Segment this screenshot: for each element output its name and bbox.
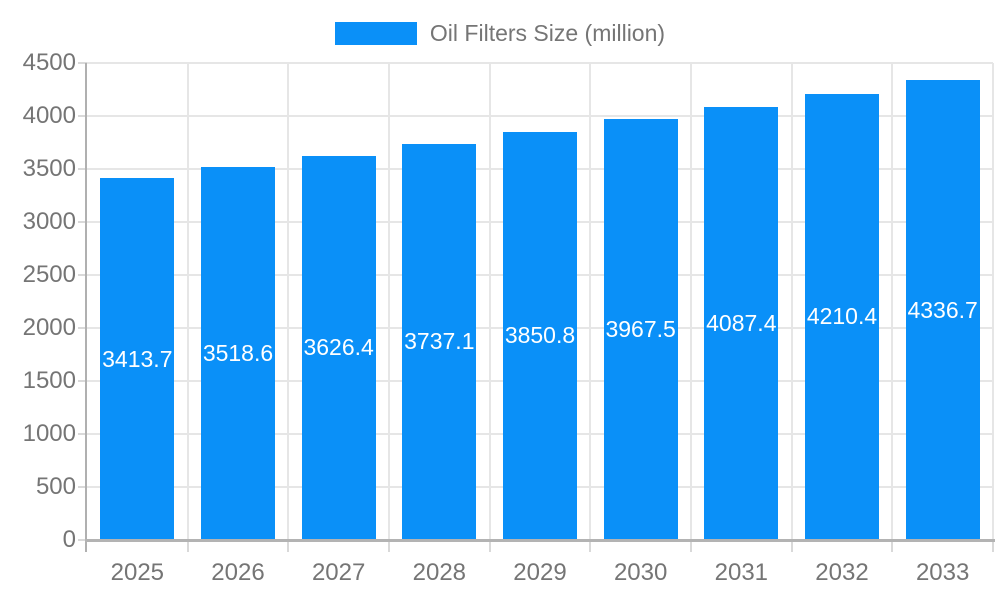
- x-axis-tick: [690, 540, 692, 552]
- x-axis-label: 2028: [412, 559, 467, 586]
- y-axis-label: 2000: [22, 314, 76, 341]
- y-axis-label: 1000: [22, 420, 76, 447]
- bar-2027[interactable]: 3626.4: [301, 155, 376, 540]
- bar-value-label: 4210.4: [806, 303, 878, 330]
- x-axis-label: 2027: [311, 559, 366, 586]
- x-axis-tick: [891, 540, 894, 552]
- gridline-vertical: [790, 63, 793, 540]
- y-axis-tick: [78, 221, 87, 223]
- bar-2029[interactable]: 3850.8: [503, 131, 577, 540]
- bar-2031[interactable]: 4087.4: [704, 106, 779, 540]
- gridline-vertical: [992, 63, 994, 540]
- x-axis-label: 2026: [211, 559, 265, 586]
- y-axis-tick: [78, 486, 87, 488]
- y-axis-tick: [78, 539, 87, 541]
- y-axis-tick: [78, 327, 87, 329]
- bar-value-label: 3967.5: [605, 316, 676, 343]
- bar-value-label: 4087.4: [706, 309, 777, 336]
- legend-swatch: [334, 21, 417, 45]
- bar-value-label: 3626.4: [303, 334, 374, 361]
- y-axis-tick: [78, 380, 87, 382]
- gridline-vertical: [186, 63, 189, 540]
- legend: Oil Filters Size (million): [0, 18, 1000, 48]
- y-axis-label: 3500: [22, 155, 76, 182]
- bar-2026[interactable]: 3518.6: [201, 167, 275, 540]
- gridline-horizontal: [87, 62, 993, 64]
- bar-2033[interactable]: 4336.7: [905, 80, 980, 540]
- gridline-vertical: [287, 63, 290, 540]
- y-axis-tick: [78, 274, 87, 276]
- bar-value-label: 4336.7: [907, 296, 978, 323]
- x-axis-label: 2033: [915, 559, 970, 586]
- bar-2030[interactable]: 3967.5: [603, 119, 678, 540]
- x-axis-tick: [388, 540, 390, 552]
- x-axis-tick: [589, 540, 592, 552]
- bar-2028[interactable]: 3737.1: [402, 143, 477, 540]
- x-axis-tick: [790, 540, 793, 552]
- y-axis-tick: [78, 433, 87, 435]
- bar-value-label: 3737.1: [404, 328, 475, 355]
- x-axis-label: 2031: [714, 559, 769, 586]
- y-axis-label: 500: [35, 473, 76, 500]
- y-axis-line: [85, 63, 87, 552]
- gridline-vertical: [690, 63, 692, 540]
- x-axis-tick: [488, 540, 491, 552]
- gridline-vertical: [589, 63, 592, 540]
- x-axis-label: 2030: [613, 559, 668, 586]
- y-axis-label: 3000: [22, 208, 76, 235]
- bar-value-label: 3850.8: [504, 322, 576, 349]
- y-axis-label: 1500: [22, 367, 76, 394]
- bar-2025[interactable]: 3413.7: [100, 178, 175, 540]
- bar-value-label: 3518.6: [202, 340, 274, 366]
- y-axis-label: 4500: [22, 49, 76, 76]
- y-axis-tick: [78, 168, 87, 170]
- y-axis-label: 2500: [22, 261, 76, 288]
- x-axis-label: 2029: [513, 559, 567, 586]
- gridline-horizontal: [87, 115, 993, 117]
- bar-value-label: 3413.7: [102, 345, 173, 372]
- gridline-vertical: [488, 63, 491, 540]
- bar-2032[interactable]: 4210.4: [805, 93, 879, 540]
- x-axis-tick: [992, 540, 994, 552]
- legend-label: Oil Filters Size (million): [429, 19, 666, 46]
- x-axis-label: 2032: [815, 559, 869, 586]
- y-axis-tick: [78, 62, 87, 64]
- y-axis-label: 0: [62, 526, 76, 553]
- x-axis-tick: [287, 540, 290, 552]
- y-axis-label: 4000: [22, 102, 76, 129]
- gridline-vertical: [891, 63, 894, 540]
- x-axis-label: 2025: [110, 559, 165, 586]
- x-axis-tick: [186, 540, 189, 552]
- x-axis-line: [85, 539, 995, 542]
- y-axis-tick: [78, 115, 87, 117]
- gridline-vertical: [388, 63, 390, 540]
